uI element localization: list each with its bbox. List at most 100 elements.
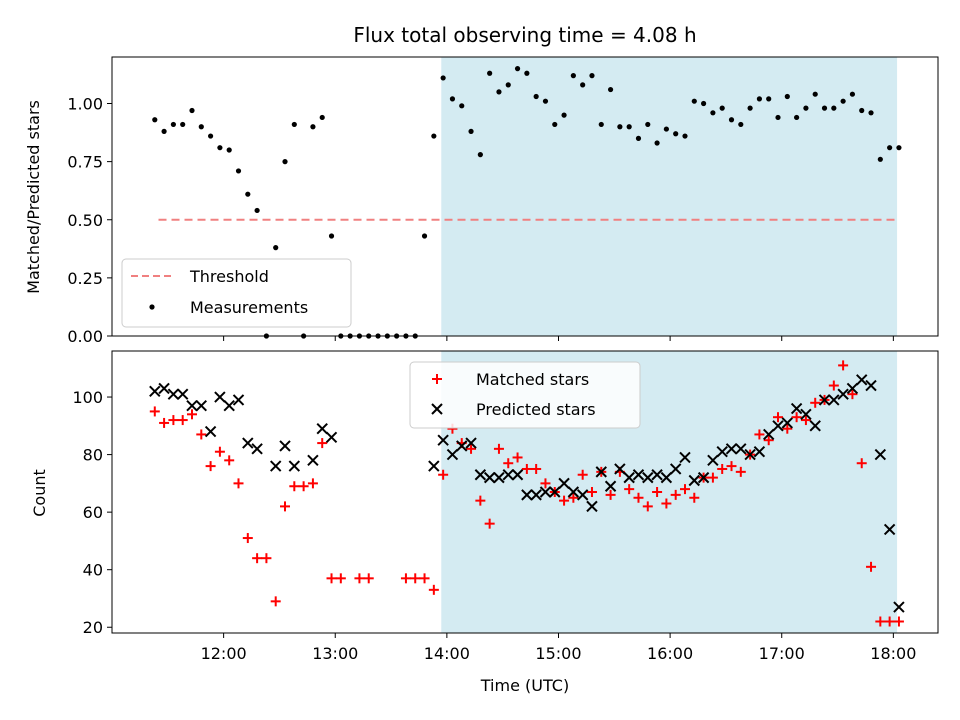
top-observing-region [441, 57, 898, 336]
predicted-star-point [614, 463, 626, 475]
measurement-point [245, 191, 251, 197]
matched-star-point [428, 584, 439, 595]
measurement-point [459, 103, 465, 109]
matched-star-point [689, 492, 700, 503]
measurement-point [533, 93, 539, 100]
matched-star-point [335, 573, 346, 584]
measurement-point [328, 233, 335, 239]
chart-title: Flux total observing time = 4.08 h [353, 23, 696, 47]
matched-star-point [605, 489, 616, 500]
matched-star-point [633, 492, 644, 503]
predicted-star-point [790, 402, 803, 415]
measurement-point [831, 105, 837, 111]
predicted-star-point [158, 382, 170, 395]
predicted-star-point [772, 420, 784, 432]
measurement-point [887, 145, 893, 151]
predicted-star-point [567, 486, 580, 498]
measurement-point [552, 121, 558, 128]
measurement-point [449, 96, 456, 102]
predicted-star-point [167, 388, 180, 400]
predicted-star-point [195, 399, 208, 412]
measurement-point [496, 89, 502, 95]
matched-star-point [289, 481, 300, 492]
predicted-star-point [437, 434, 449, 446]
predicted-star-point [865, 379, 877, 392]
predicted-star-point [595, 466, 607, 478]
matched-star-point [233, 478, 244, 489]
predicted-star-point [474, 469, 487, 481]
matched-star-point [419, 573, 430, 584]
predicted-star-point [763, 428, 775, 441]
legend-measurements-swatch [149, 304, 155, 310]
measurement-point [710, 110, 716, 116]
measurement-point [617, 124, 623, 130]
measurement-point [254, 207, 260, 214]
matched-star-point [410, 573, 421, 584]
x-axis-label: Time (UTC) [480, 676, 569, 695]
matched-star-point [242, 533, 253, 544]
top-y-tick-label: 0.00 [67, 327, 103, 346]
measurement-point [198, 124, 204, 130]
matched-star-point [214, 446, 225, 457]
matched-star-point [400, 573, 411, 584]
bottom-plot-frame [111, 350, 939, 634]
predicted-star-point [521, 489, 533, 501]
bottom-y-tick-label: 40 [83, 561, 103, 580]
measurement-point [682, 133, 688, 139]
matched-star-point [810, 397, 821, 408]
measurement-point [207, 133, 214, 139]
measurement-point [310, 124, 316, 130]
top-y-tick-label: 1.00 [67, 95, 103, 114]
measurement-point [542, 98, 549, 104]
matched-star-point [856, 458, 867, 469]
measurement-point [821, 105, 828, 111]
predicted-star-point [576, 489, 589, 501]
matched-star-point [354, 573, 365, 584]
predicted-star-point [288, 460, 301, 472]
measurement-point [756, 96, 763, 102]
measurement-point [840, 98, 846, 104]
bottom-panel: 20 40 60 80 100 12:00 13:00 14:00 15:00 16:00 17:… [30, 350, 939, 695]
measurement-point [654, 140, 660, 146]
matched-star-point [726, 461, 737, 472]
predicted-star-point [149, 385, 161, 397]
legend-predicted-swatch [431, 403, 443, 415]
matched-star-point [149, 406, 160, 417]
predicted-star-point [446, 448, 459, 461]
measurements-points [152, 66, 902, 339]
matched-star-point [326, 573, 337, 584]
matched-star-point [186, 409, 197, 420]
matched-star-point [707, 472, 718, 483]
predicted-star-point [549, 486, 561, 498]
top-y-axis-label: Matched/Predicted stars [24, 100, 43, 294]
measurement-point [794, 114, 800, 121]
measurement-point [189, 107, 195, 114]
matched-star-point [800, 415, 811, 426]
measurement-point [607, 86, 614, 93]
predicted-star-point [242, 437, 254, 449]
matched-star-point [438, 469, 449, 480]
matched-star-point [847, 389, 858, 400]
matched-star-point [782, 423, 793, 434]
measurement-point [421, 233, 428, 239]
measurement-point [152, 117, 158, 123]
predicted-star-point [502, 469, 514, 481]
measurement-point [291, 121, 297, 128]
top-y-tick-label: 0.25 [67, 269, 103, 288]
measurement-point [812, 91, 818, 97]
predicted-star-point [279, 440, 291, 452]
legend-measurements-label: Measurements [190, 298, 308, 317]
measurement-point [524, 70, 530, 76]
measurement-point [868, 110, 874, 116]
measurement-point [514, 66, 521, 72]
top-plot-frame [111, 56, 939, 337]
matched-star-point [754, 429, 765, 440]
measurement-point [775, 114, 781, 121]
predicted-star-point [456, 440, 468, 452]
matched-star-point [763, 435, 774, 446]
predicted-star-point [186, 399, 198, 412]
predicted-star-point [716, 446, 728, 458]
measurement-point [561, 112, 567, 118]
matched-star-point [466, 443, 477, 454]
predicted-star-point [725, 443, 738, 455]
